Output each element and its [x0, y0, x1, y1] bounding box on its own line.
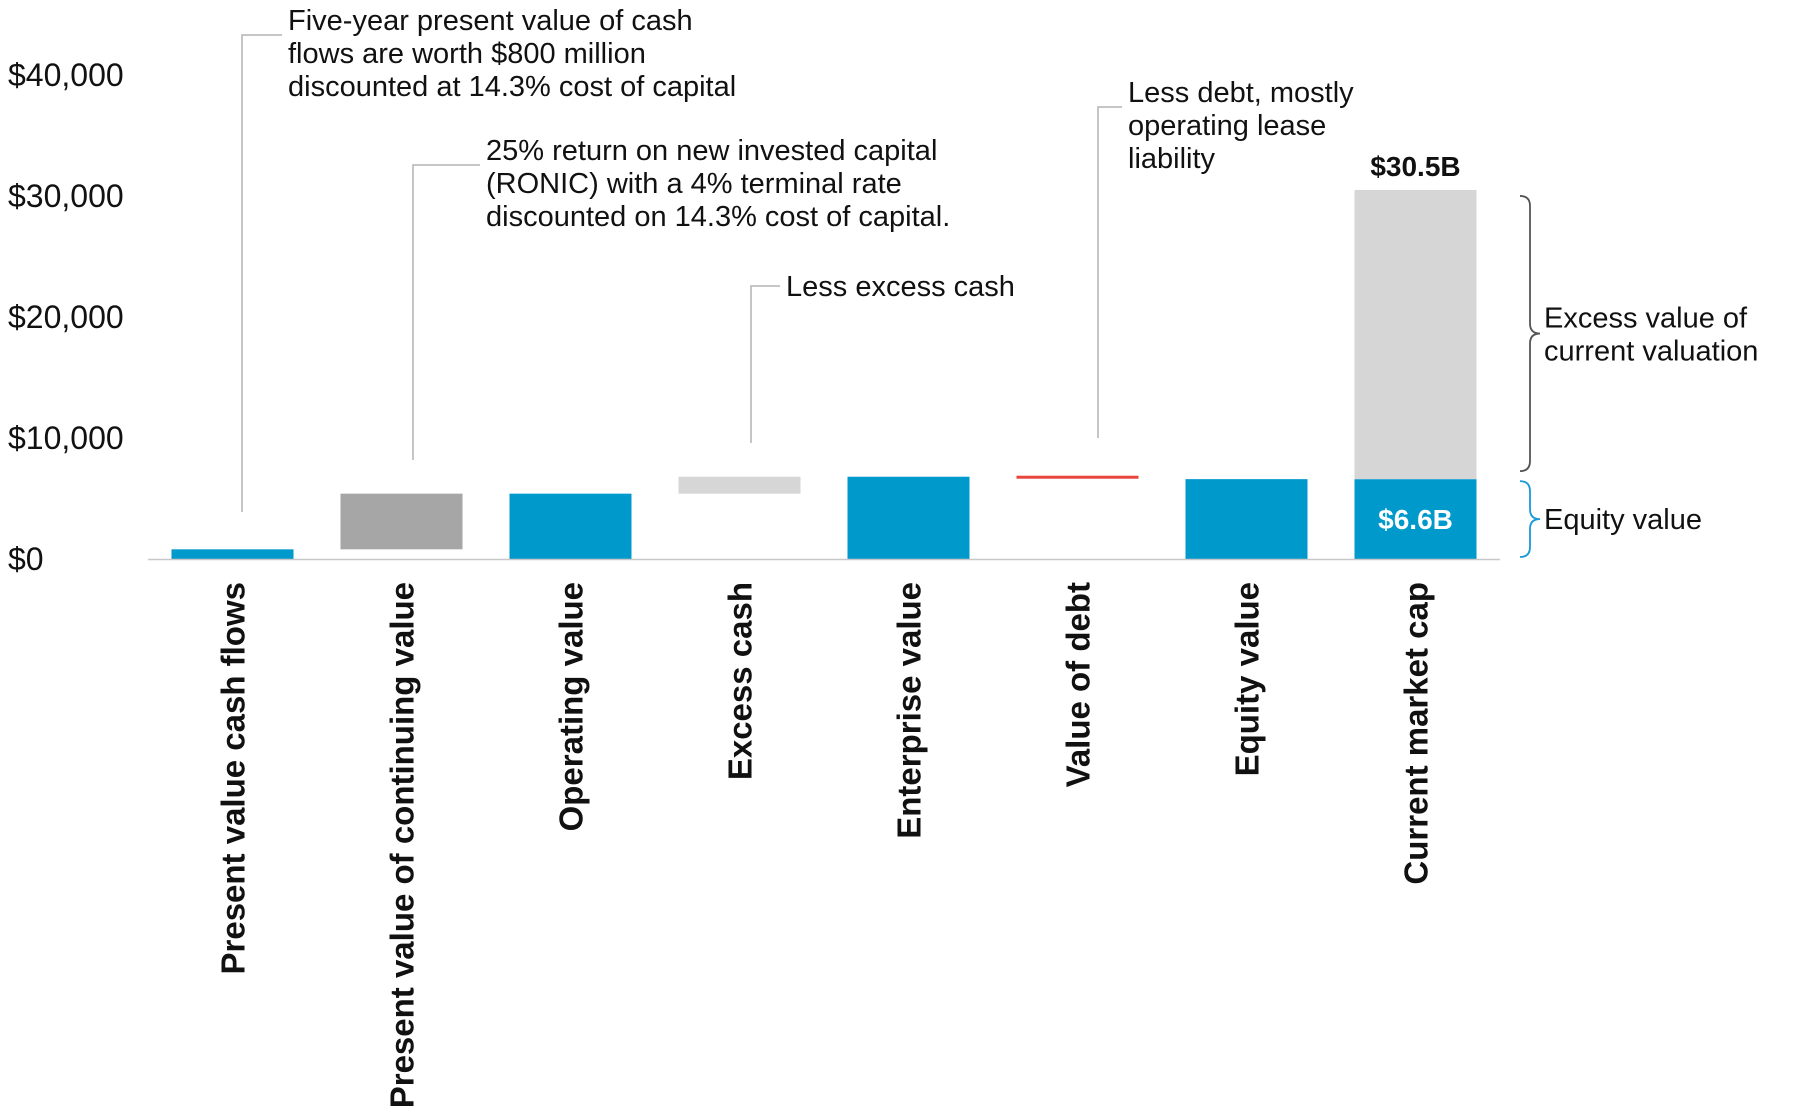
annotation-line: flows are worth $800 million [288, 38, 646, 70]
y-tick-label: $40,000 [8, 57, 124, 93]
x-tick-label: Excess cash [722, 582, 759, 780]
bracket [1519, 195, 1541, 473]
annotation-line: operating lease [1128, 110, 1326, 142]
annotation-line: (RONIC) with a 4% terminal rate [486, 168, 902, 200]
leader-line [1097, 106, 1122, 438]
bracket-label: Equity value [1544, 504, 1702, 536]
bar [1016, 475, 1139, 479]
bar [1354, 189, 1477, 480]
annotation-line: discounted at 14.3% cost of capital [288, 71, 736, 103]
x-tick-label: Value of debt [1060, 582, 1097, 787]
annotation-text: Less excess cash [786, 271, 1015, 303]
y-tick-label: $10,000 [8, 420, 124, 456]
y-tick-label: $30,000 [8, 178, 124, 214]
y-tick-label: $20,000 [8, 299, 124, 335]
y-tick-label: $0 [8, 541, 44, 577]
x-tick-label: Equity value [1229, 582, 1266, 776]
y-axis: $0 $10,000 $20,000 $30,000 $40,000 [8, 57, 124, 577]
leader-line [241, 34, 282, 512]
bar [1354, 479, 1477, 559]
brackets: Excess value of current valuation Equity v… [1519, 195, 1758, 558]
value-labels: $30.5B $6.6B [1370, 151, 1460, 535]
annotation-line: 25% return on new invested capital [486, 135, 937, 167]
bars [171, 189, 1477, 559]
bar [678, 476, 801, 494]
bracket [1519, 480, 1541, 558]
leader-line [750, 285, 780, 443]
bar [171, 549, 294, 559]
value-label-equity: $6.6B [1378, 504, 1453, 535]
x-axis: Present value cash flows Present value of… [215, 582, 1435, 1106]
bar [509, 493, 632, 559]
bracket-label: Excess value of current valuation [1544, 303, 1758, 368]
annotation-line: Five-year present value of cash [288, 5, 693, 37]
annotations: Five-year present value of cash flows are… [241, 5, 1354, 512]
annotation-text: Five-year present value of cash flows are… [288, 5, 736, 103]
bracket-label-line: Excess value of [1544, 303, 1748, 335]
annotation-line: discounted on 14.3% cost of capital. [486, 201, 950, 233]
annotation-text: 25% return on new invested capital (RONIC… [486, 135, 950, 233]
x-tick-label: Current market cap [1398, 582, 1435, 885]
bar [847, 476, 970, 559]
bracket-label-line: Equity value [1544, 504, 1702, 536]
x-tick-label: Present value of continuing value [384, 582, 421, 1106]
annotation-line: Less excess cash [786, 271, 1015, 303]
bar [340, 493, 463, 550]
bracket-label-line: current valuation [1544, 336, 1758, 368]
value-label-total: $30.5B [1370, 151, 1460, 182]
annotation-line: liability [1128, 143, 1216, 175]
x-tick-label: Enterprise value [891, 582, 928, 839]
annotation-text: Less debt, mostly operating lease liabilit… [1128, 77, 1354, 175]
annotation-line: Less debt, mostly [1128, 77, 1354, 109]
x-tick-label: Present value cash flows [215, 582, 252, 975]
x-tick-label: Operating value [553, 582, 590, 831]
leader-line [412, 164, 480, 460]
bar [1185, 479, 1308, 559]
